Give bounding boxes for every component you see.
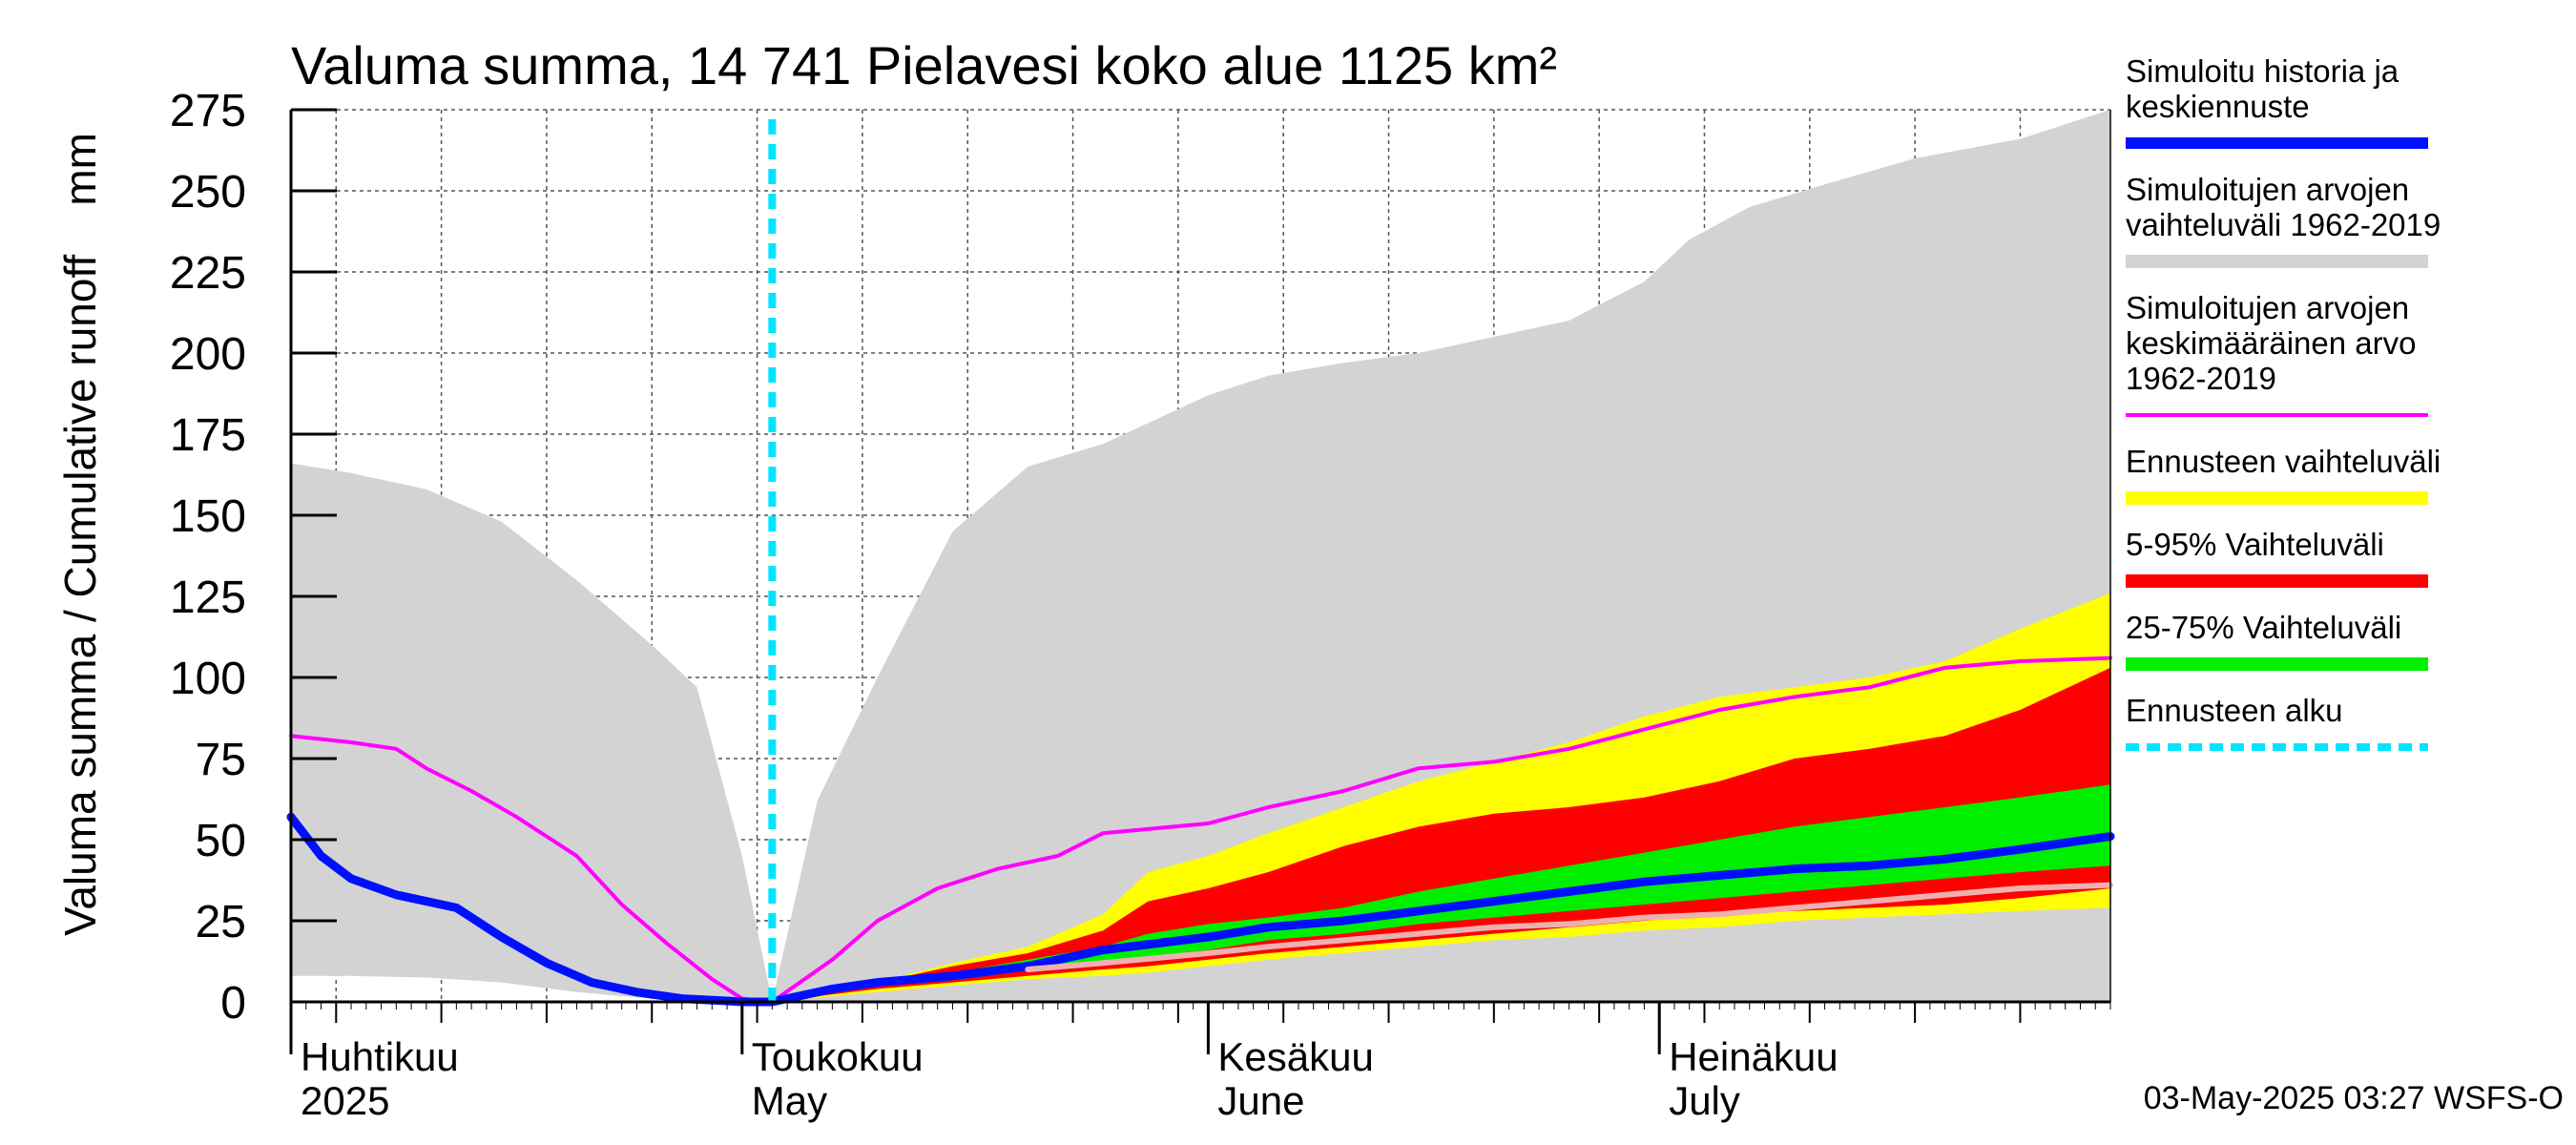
y-tick-label: 125 bbox=[170, 572, 246, 623]
line-simuloitujen-arvojen-keskimaarainen-arvo-1962-2019 bbox=[289, 656, 2112, 1004]
legend-label: Simuloitu historia ja bbox=[2126, 53, 2399, 89]
y-tick-label: 225 bbox=[170, 248, 246, 299]
legend-label: keskimääräinen arvo bbox=[2126, 325, 2416, 361]
y-tick-label: 200 bbox=[170, 329, 246, 380]
line-simuloitu-historia-ja-keskiennuste bbox=[286, 812, 2115, 1007]
x-month-label: Heinäkuu bbox=[1669, 1034, 1838, 1079]
y-axis-label: Valuma summa / Cumulative runoff mm bbox=[55, 133, 105, 936]
x-month-label: Huhtikuu bbox=[301, 1034, 459, 1079]
x-month-sublabel: May bbox=[752, 1078, 827, 1123]
x-month-label: Kesäkuu bbox=[1217, 1034, 1373, 1079]
legend: Simuloitu historia jakeskiennusteSimuloi… bbox=[2126, 53, 2441, 751]
legend-item-ennusteen-alku: Ennusteen alku bbox=[2126, 693, 2428, 751]
legend-label: Simuloitujen arvojen bbox=[2126, 290, 2409, 325]
footer-timestamp: 03-May-2025 03:27 WSFS-O bbox=[2144, 1080, 2564, 1116]
legend-item-25-75-vaihteluvali: 25-75% Vaihteluväli bbox=[2126, 610, 2428, 671]
legend-item-5-95-vaihteluvali: 5-95% Vaihteluväli bbox=[2126, 527, 2428, 588]
legend-label: vaihteluväli 1962-2019 bbox=[2126, 207, 2441, 242]
x-month-sublabel: June bbox=[1217, 1078, 1304, 1123]
legend-label: 1962-2019 bbox=[2126, 361, 2276, 396]
legend-label: 5-95% Vaihteluväli bbox=[2126, 527, 2384, 562]
y-tick-label: 0 bbox=[220, 978, 246, 1029]
legend-label: 25-75% Vaihteluväli bbox=[2126, 610, 2401, 645]
y-tick-label: 100 bbox=[170, 654, 246, 704]
y-tick-label: 50 bbox=[196, 816, 246, 866]
x-month-sublabel: 2025 bbox=[301, 1078, 389, 1123]
y-tick-label: 250 bbox=[170, 167, 246, 218]
y-tick-label: 150 bbox=[170, 491, 246, 542]
y-tick-label: 25 bbox=[196, 897, 246, 947]
legend-label: Simuloitujen arvojen bbox=[2126, 172, 2409, 207]
line-simuloitujen-arvojen-mediaani bbox=[1025, 882, 2113, 972]
x-month-sublabel: July bbox=[1669, 1078, 1740, 1123]
y-tick-label: 275 bbox=[170, 86, 246, 136]
legend-label: Ennusteen alku bbox=[2126, 693, 2343, 728]
x-month-label: Toukokuu bbox=[752, 1034, 924, 1079]
y-tick-label: 175 bbox=[170, 410, 246, 461]
chart-title: Valuma summa, 14 741 Pielavesi koko alue… bbox=[291, 35, 1557, 95]
legend-item-ennusteen-vaihteluvali: Ennusteen vaihteluväli bbox=[2126, 444, 2441, 505]
plot-area: 0 25 50 75 100 125 150 175 200 225 250 275 Huhtikuu2… bbox=[170, 86, 2115, 1123]
legend-label: keskiennuste bbox=[2126, 89, 2310, 124]
legend-label: Ennusteen vaihteluväli bbox=[2126, 444, 2441, 479]
y-tick-label: 75 bbox=[196, 735, 246, 785]
band-5-95-vaihteluvali bbox=[772, 667, 2110, 1002]
